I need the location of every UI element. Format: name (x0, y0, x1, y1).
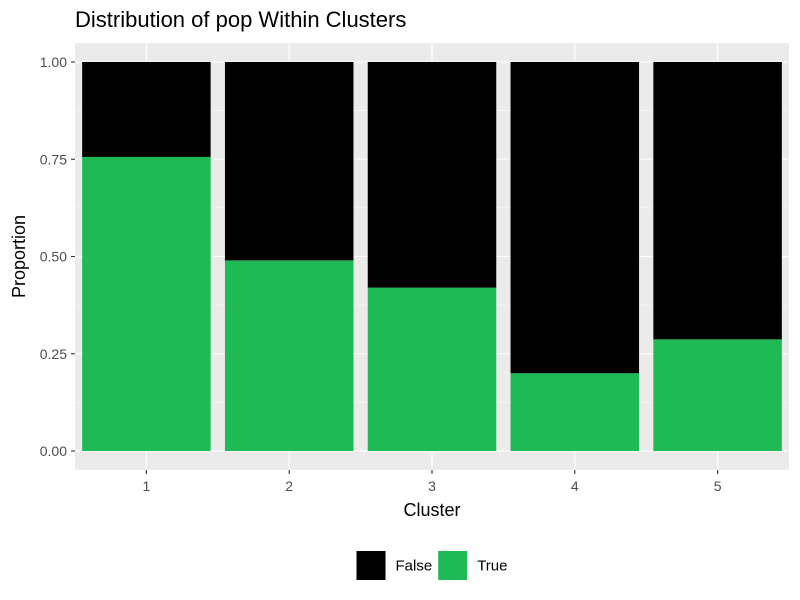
x-axis: 1 2 3 4 5 (143, 470, 722, 494)
y-axis-title: Proportion (9, 215, 29, 298)
bars (82, 62, 782, 451)
y-tick-label: 0.50 (40, 249, 67, 265)
y-tick-label: 0.75 (40, 151, 67, 167)
legend-key-false (356, 551, 386, 580)
bar-false-cluster-1 (82, 62, 211, 157)
legend: False True (356, 551, 507, 580)
y-tick-label: 0.00 (40, 443, 67, 459)
y-axis: 0.00 0.25 0.50 0.75 1.00 (40, 54, 75, 459)
bar-false-cluster-2 (224, 62, 354, 261)
bar-true-cluster-4 (510, 373, 640, 451)
bar-true-cluster-3 (367, 287, 497, 451)
bar-true-cluster-1 (82, 156, 211, 451)
bar-false-cluster-3 (367, 62, 497, 288)
x-tick-label: 1 (143, 478, 151, 494)
bar-true-cluster-2 (224, 260, 354, 451)
x-axis-title: Cluster (403, 500, 460, 520)
x-tick-label: 2 (285, 478, 293, 494)
legend-key-true (438, 551, 468, 580)
legend-label-true: True (477, 558, 507, 575)
x-tick-label: 5 (714, 478, 722, 494)
legend-label-false: False (396, 558, 433, 575)
bar-false-cluster-5 (653, 62, 782, 340)
bar-true-cluster-5 (653, 339, 782, 451)
x-tick-label: 4 (571, 478, 579, 494)
x-tick-label: 3 (428, 478, 436, 494)
y-tick-label: 0.25 (40, 346, 67, 362)
bar-false-cluster-4 (510, 62, 640, 374)
chart-title: Distribution of pop Within Clusters (75, 7, 406, 32)
y-tick-label: 1.00 (40, 54, 67, 70)
